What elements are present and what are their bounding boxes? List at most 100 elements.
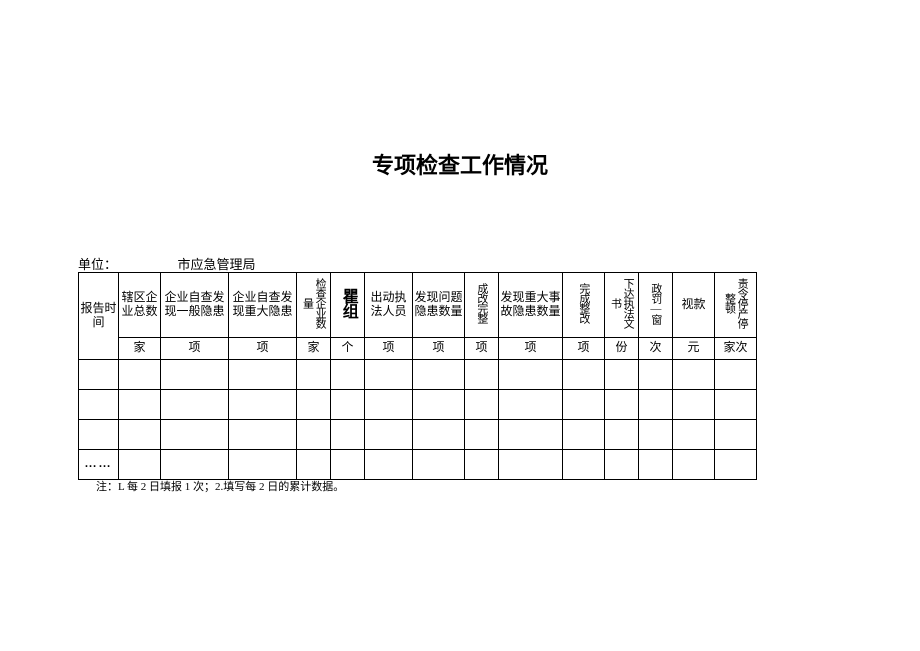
table-header-cell: 发现问题隐患数量 (413, 273, 465, 338)
table-header-row: 报告时间辖区企业总数企业自查发现一般隐患企业自查发现重大隐患检查企业数量瞿组出动… (79, 273, 757, 338)
table-cell (297, 389, 331, 419)
table-cell (79, 359, 119, 389)
table-unit-cell: 项 (563, 337, 605, 359)
table-unit-cell: 项 (413, 337, 465, 359)
table-cell (365, 419, 413, 449)
table-unit-cell: 份 (605, 337, 639, 359)
table-unit-cell: 个 (331, 337, 365, 359)
table-cell (499, 359, 563, 389)
table-cell (365, 359, 413, 389)
table-cell (119, 449, 161, 479)
table-header-cell: 辖区企业总数 (119, 273, 161, 338)
table-cell (605, 419, 639, 449)
table-cell: …… (79, 449, 119, 479)
table-cell (499, 419, 563, 449)
table-cell (413, 359, 465, 389)
table-cell (161, 449, 229, 479)
table-cell (639, 359, 673, 389)
table-cell (563, 449, 605, 479)
table-unit-cell: 项 (161, 337, 229, 359)
table-cell (229, 419, 297, 449)
table-header-cell: 报告时间 (79, 273, 119, 360)
table-cell (229, 359, 297, 389)
table-unit-cell: 次 (639, 337, 673, 359)
table-cell (413, 449, 465, 479)
unit-line: 单位： 市应急管理局 (78, 254, 256, 273)
table-row: …… (79, 449, 757, 479)
table-cell (331, 389, 365, 419)
table-cell (331, 359, 365, 389)
table-cell (673, 419, 715, 449)
table-unit-cell: 项 (229, 337, 297, 359)
table-cell (715, 419, 757, 449)
table-cell (119, 419, 161, 449)
table-header-cell: 检查企业数量 (297, 273, 331, 338)
table-header-cell: 企业自查发现重大隐患 (229, 273, 297, 338)
table-cell (639, 449, 673, 479)
table-cell (161, 419, 229, 449)
table-cell (563, 359, 605, 389)
table-cell (331, 419, 365, 449)
table-unit-row: 家项项家个项项项项项份次元家次 (79, 337, 757, 359)
table-cell (673, 359, 715, 389)
table-cell (365, 449, 413, 479)
table-unit-cell: 家次 (715, 337, 757, 359)
table-cell (161, 359, 229, 389)
table-cell (715, 449, 757, 479)
footnote: 注：L 每 2 日填报 1 次；2.填写每 2 日的累计数据。 (96, 478, 344, 494)
table-cell (639, 389, 673, 419)
table-header-cell: 责令停产停整顿 (715, 273, 757, 338)
unit-label: 单位： (78, 254, 117, 273)
table-cell (413, 389, 465, 419)
table-cell (465, 359, 499, 389)
table-cell (639, 419, 673, 449)
table-cell (297, 419, 331, 449)
table-cell (673, 449, 715, 479)
page-title: 专项检查工作情况 (0, 148, 920, 180)
table-cell (465, 449, 499, 479)
table-header-cell: 成改完整 (465, 273, 499, 338)
table-cell (119, 359, 161, 389)
table-header-cell: 政罚—窗 (639, 273, 673, 338)
table-header-cell: 视款 (673, 273, 715, 338)
table-unit-cell: 项 (465, 337, 499, 359)
table-body: …… (79, 359, 757, 479)
table-cell (605, 359, 639, 389)
table-unit-cell: 项 (499, 337, 563, 359)
table-cell (563, 389, 605, 419)
table-unit-cell: 家 (297, 337, 331, 359)
table-cell (229, 389, 297, 419)
table-row (79, 389, 757, 419)
table-header-cell: 发现重大事故隐患数量 (499, 273, 563, 338)
table-row (79, 359, 757, 389)
table-cell (499, 449, 563, 479)
table-row (79, 419, 757, 449)
table-cell (297, 359, 331, 389)
table-cell (605, 449, 639, 479)
table-cell (331, 449, 365, 479)
table-cell (465, 419, 499, 449)
table-cell (79, 419, 119, 449)
table-cell (715, 389, 757, 419)
table-unit-cell: 元 (673, 337, 715, 359)
table-cell (465, 389, 499, 419)
table-header-cell: 企业自查发现一般隐患 (161, 273, 229, 338)
table-cell (499, 389, 563, 419)
table-cell (413, 419, 465, 449)
table-unit-cell: 项 (365, 337, 413, 359)
table-cell (119, 389, 161, 419)
table-cell (673, 389, 715, 419)
table-header-cell: 出动执法人员 (365, 273, 413, 338)
table-cell (605, 389, 639, 419)
table-cell (161, 389, 229, 419)
table-cell (563, 419, 605, 449)
table-cell (297, 449, 331, 479)
table-header-cell: 瞿组 (331, 273, 365, 338)
table-unit-cell: 家 (119, 337, 161, 359)
table-cell (229, 449, 297, 479)
table-cell (715, 359, 757, 389)
table-cell (365, 389, 413, 419)
inspection-table: 报告时间辖区企业总数企业自查发现一般隐患企业自查发现重大隐患检查企业数量瞿组出动… (78, 272, 757, 480)
table-cell (79, 389, 119, 419)
table-header-cell: 完成整改 (563, 273, 605, 338)
